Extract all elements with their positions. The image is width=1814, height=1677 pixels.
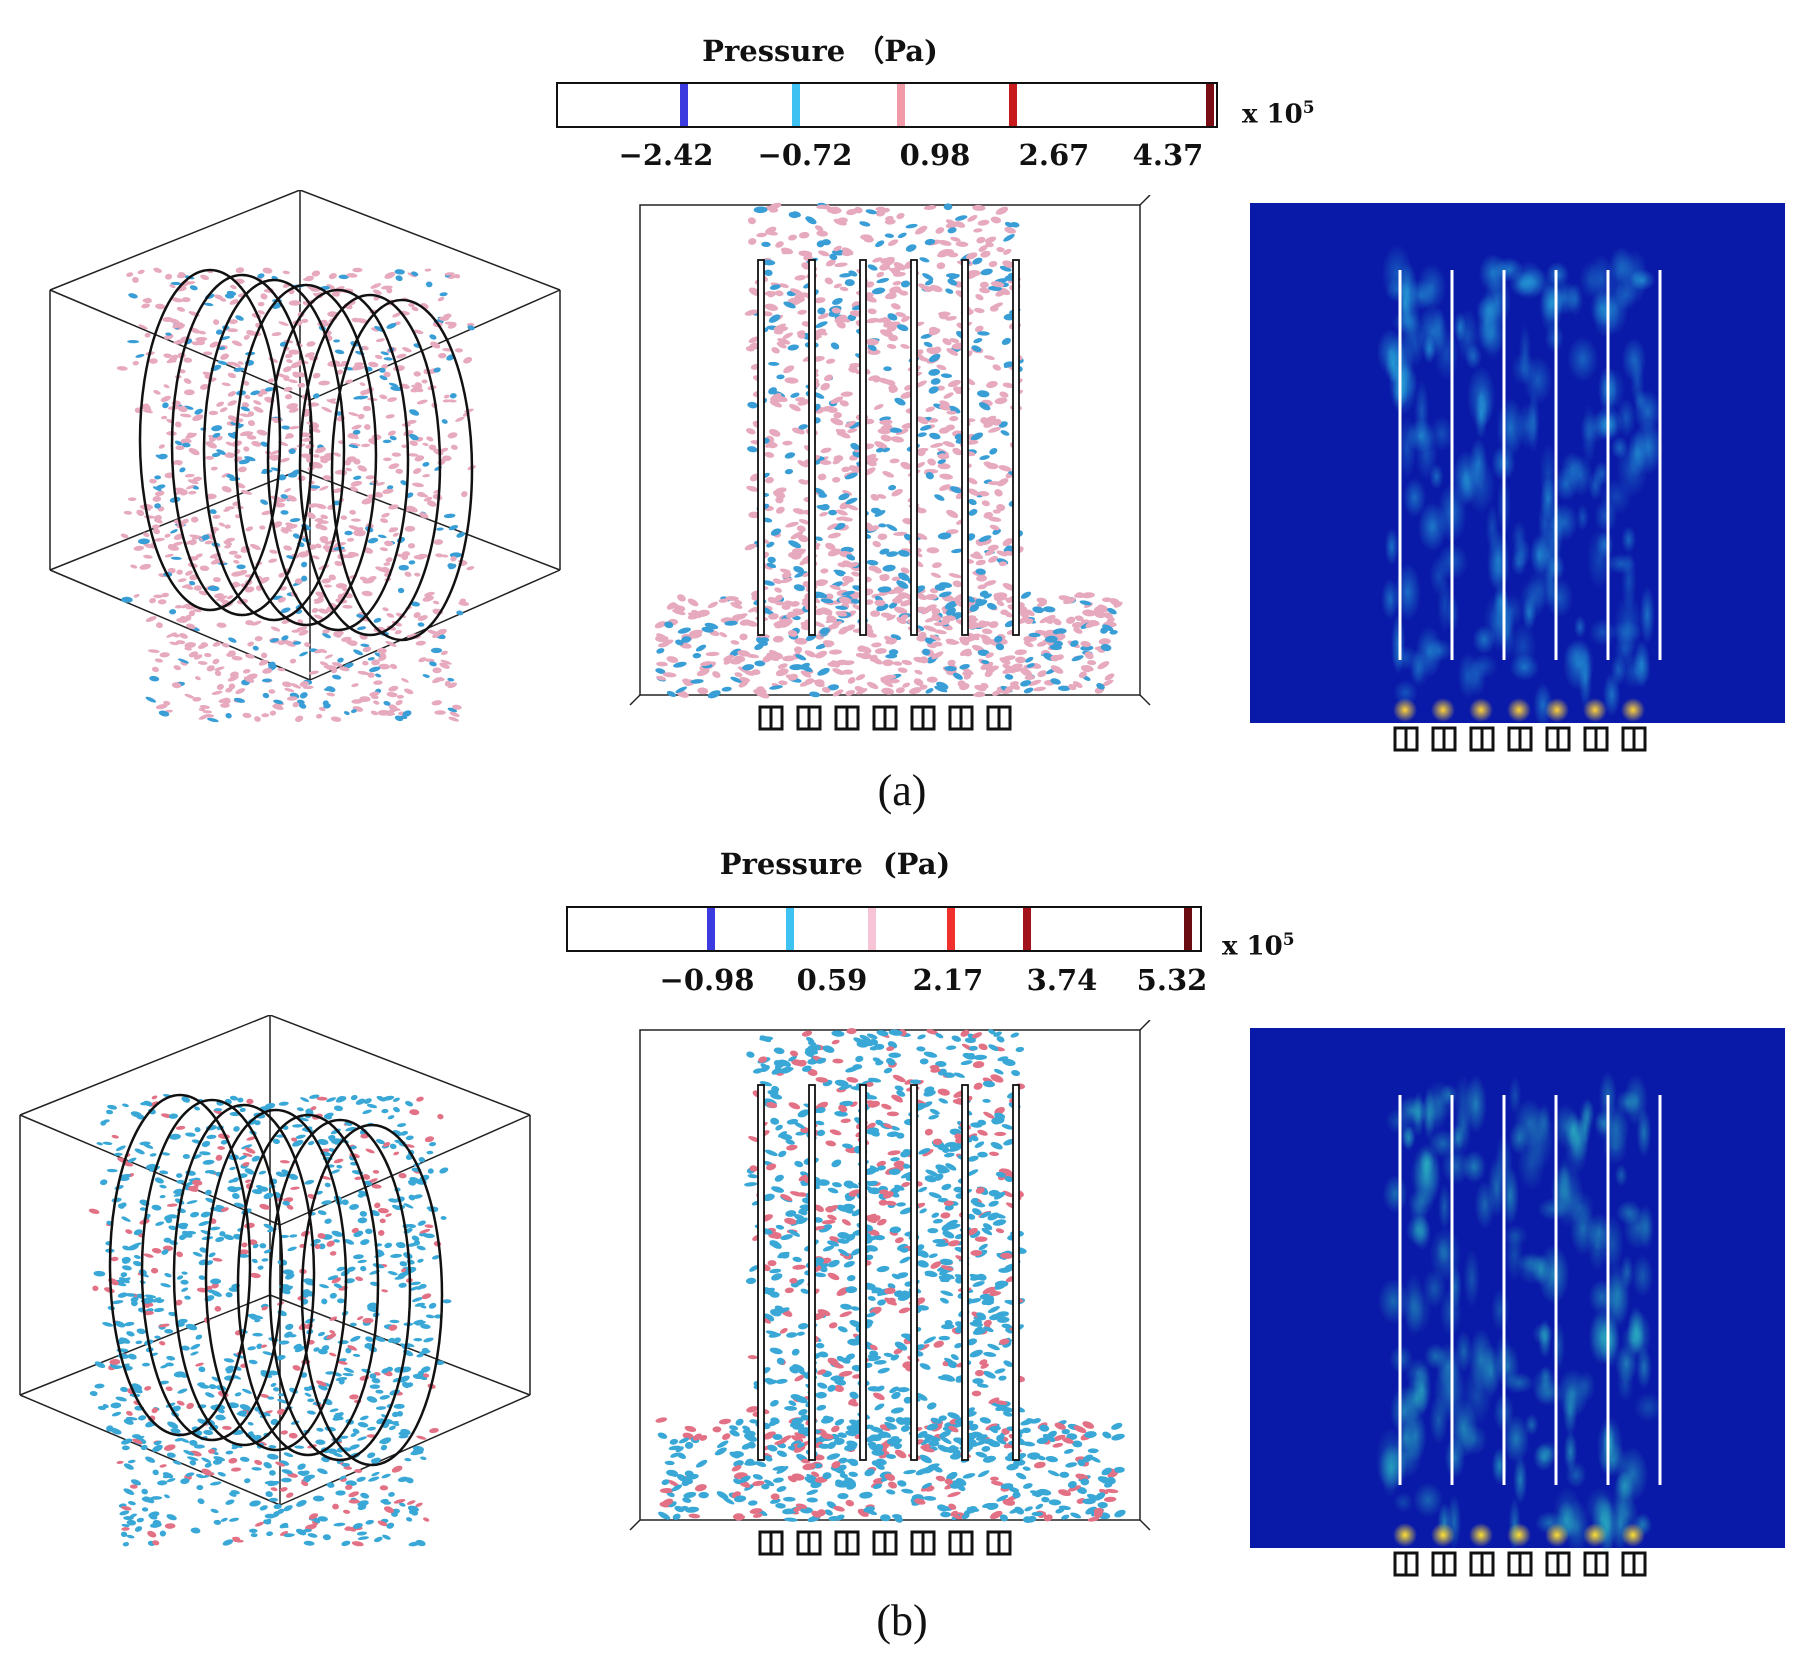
- colorbar-stripe: [786, 908, 795, 950]
- colorbar-stripe: [679, 84, 688, 126]
- transducer-array: [1393, 1551, 1647, 1577]
- colorbar-stripe: [791, 84, 800, 126]
- colorbar-tick-label: 2.67: [1018, 138, 1090, 172]
- colorbar-stripe: [1184, 908, 1193, 950]
- isosurface-3d-view: [49, 190, 561, 723]
- colorbar-tick-label: −0.72: [757, 138, 853, 172]
- colorbar-stripe: [947, 908, 956, 950]
- pressure-slice-heatmap: [1250, 203, 1785, 752]
- colorbar-stripe: [1206, 84, 1215, 126]
- colorbar-tick-label: −2.42: [618, 138, 714, 172]
- domain-frame: [629, 1020, 1151, 1531]
- coil-plates: [757, 259, 1020, 636]
- transducer-array: [1393, 726, 1647, 752]
- colorbar-tick-label: 0.59: [796, 963, 868, 997]
- transducer-array: [758, 705, 1012, 731]
- isosurface-front-view: [629, 1020, 1151, 1556]
- isosurface-particles: [655, 1028, 1126, 1524]
- colorbar-tick-label: 3.74: [1026, 963, 1098, 997]
- transducer-array: [758, 1530, 1012, 1556]
- colorbar-tick-label: 2.17: [912, 963, 984, 997]
- colorbar-unit: x 105: [1222, 930, 1295, 962]
- colorbar-stripe: [707, 908, 716, 950]
- colorbar-stripe: [868, 908, 877, 950]
- field-hotspots: [1376, 244, 1663, 727]
- isosurface-front-view: [629, 195, 1151, 731]
- panel-caption: (b): [876, 1596, 928, 1645]
- colorbar-title: Pressure （Pa): [702, 34, 938, 68]
- coil-plates: [1398, 1095, 1662, 1485]
- domain-box: [19, 1015, 531, 1506]
- colorbar-stripe: [1008, 84, 1017, 126]
- colorbar: [556, 82, 1218, 128]
- colorbar-tick-label: 4.37: [1132, 138, 1204, 172]
- panel-caption: (a): [877, 766, 927, 815]
- pressure-slice-heatmap: [1250, 1028, 1785, 1577]
- field-hotspots: [1375, 1071, 1664, 1559]
- colorbar: [566, 906, 1202, 952]
- colorbar-stripe: [1023, 908, 1032, 950]
- colorbar-stripe: [896, 84, 905, 126]
- colorbar-unit: x 105: [1242, 98, 1315, 130]
- coil-plates: [1398, 270, 1662, 660]
- colorbar-tick-label: −0.98: [659, 963, 755, 997]
- colorbar-title: Pressure (Pa): [719, 847, 951, 881]
- isosurface-particles: [654, 202, 1123, 699]
- colorbar-tick-label: 5.32: [1136, 963, 1208, 997]
- coil-plates: [757, 1084, 1020, 1461]
- isosurface-3d-view: [19, 1015, 531, 1547]
- domain-frame: [629, 195, 1151, 706]
- coil-rings: [138, 268, 474, 642]
- coil-rings: [108, 1093, 444, 1467]
- domain-box: [49, 190, 561, 681]
- colorbar-tick-label: 0.98: [899, 138, 971, 172]
